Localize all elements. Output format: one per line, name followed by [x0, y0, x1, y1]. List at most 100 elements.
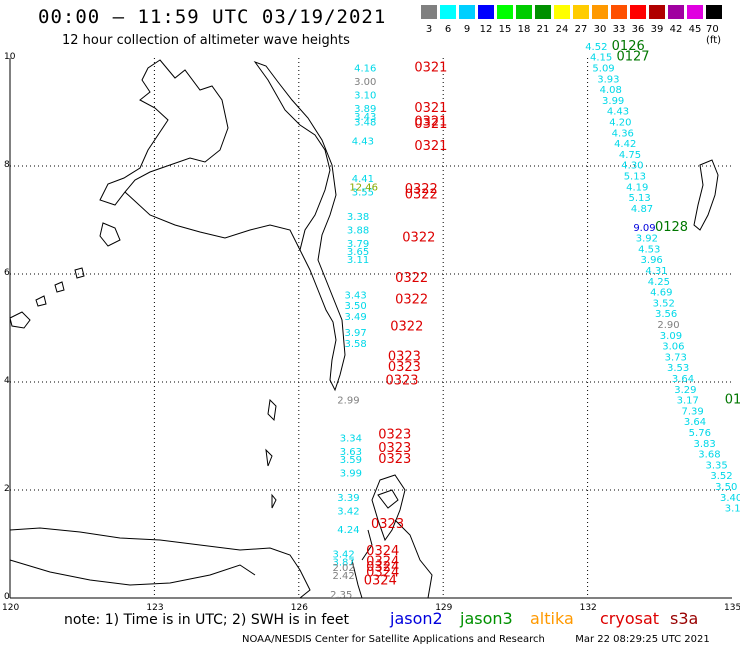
swh-value: 4.08	[600, 85, 622, 96]
track-time-label: 0321	[414, 139, 447, 154]
legend-item-s3a: s3a	[670, 609, 699, 628]
morotai-island	[377, 489, 399, 509]
swh-value: 3.52	[653, 298, 675, 309]
swh-value: 3.43	[354, 112, 376, 123]
scale-label: 33	[612, 24, 626, 35]
scale-swatch	[687, 5, 703, 19]
swh-value: 4.42	[614, 139, 636, 150]
y-tick-label: 10	[4, 52, 16, 62]
swh-value: 3.73	[665, 352, 687, 363]
track-time-label: 01	[725, 393, 740, 408]
data-points: 4.163.003.103.893.433.484.434.413.553.38…	[330, 39, 740, 601]
swh-value: 3.48	[354, 118, 376, 129]
swh-value: 2.42	[332, 571, 354, 582]
swh-value: 3.38	[347, 212, 369, 223]
swh-value: 3.35	[706, 460, 728, 471]
y-tick-label: 8	[4, 160, 10, 170]
swh-value: 3.83	[693, 439, 715, 450]
swh-value: 3.87	[332, 558, 354, 569]
swh-value: 3.88	[347, 226, 369, 237]
scale-swatch	[440, 5, 456, 19]
legend-item-jason2: jason2	[390, 609, 443, 628]
swh-value: 5.09	[592, 64, 614, 75]
swh-value: 3.11	[347, 255, 369, 266]
halmahera-coast	[351, 474, 433, 599]
sulawesi-north-coast	[9, 527, 311, 599]
swh-value: 3.79	[347, 239, 369, 250]
swh-value: 2.35	[330, 590, 352, 601]
swh-value: 3.99	[340, 469, 362, 480]
scale-label: 6	[444, 24, 452, 35]
page-subtitle: 12 hour collection of altimeter wave hei…	[62, 33, 350, 48]
swh-value: 4.19	[626, 182, 648, 193]
legend-item-cryosat: cryosat	[600, 609, 660, 628]
track-time-label: 0324	[366, 555, 399, 570]
x-tick-label: 135	[724, 603, 740, 613]
x-tick-label: 123	[146, 603, 164, 613]
swh-value: 3.17	[677, 396, 699, 407]
grid-lines	[10, 58, 732, 598]
scale-swatch	[706, 5, 722, 19]
swh-value: 3.29	[674, 385, 696, 396]
track-time-label: 0323	[378, 441, 411, 456]
swh-value: 3.64	[672, 374, 694, 385]
mindanao-east-coast	[253, 60, 346, 392]
swh-value: 3.96	[641, 255, 663, 266]
swh-value: 4.30	[621, 161, 643, 172]
track-time-label: 0128	[655, 220, 688, 235]
track-time-label: 0323	[378, 428, 411, 443]
swh-value: 4.20	[609, 118, 631, 129]
swh-value: 3.58	[345, 339, 367, 350]
sulu-island	[99, 222, 121, 247]
swh-value: 3.10	[354, 91, 376, 102]
scale-swatch	[497, 5, 513, 19]
credit-line: NOAA/NESDIS Center for Satellite Applica…	[242, 634, 710, 645]
swh-value: 3.40	[720, 493, 740, 504]
swh-value: 3.89	[354, 104, 376, 115]
scale-label: 9	[463, 24, 471, 35]
scale-swatch	[611, 5, 627, 19]
swh-value: 3.99	[602, 96, 624, 107]
scale-label: 15	[498, 24, 512, 35]
swh-value: 3.93	[597, 74, 619, 85]
swh-value: 3.50	[345, 301, 367, 312]
track-time-label: 0324	[364, 574, 397, 589]
mindanao-south-coast	[124, 191, 301, 251]
swh-value: 2.99	[337, 396, 359, 407]
legend-item-altika: altika	[530, 609, 574, 628]
swh-value: 7.39	[681, 406, 703, 417]
scale-label: 39	[650, 24, 664, 35]
y-tick-label: 0	[4, 592, 10, 602]
swh-value: 4.24	[337, 525, 359, 536]
timestamp-text: Mar 22 08:29:25 UTC 2021	[575, 634, 710, 645]
track-time-label: 0321	[414, 115, 447, 130]
swh-value: 5.13	[629, 193, 651, 204]
swh-value: 4.69	[650, 288, 672, 299]
sangihe-islands	[265, 398, 277, 509]
swh-value: 5.76	[689, 428, 711, 439]
swh-value: 3.39	[337, 493, 359, 504]
swh-value: 3.55	[352, 188, 374, 199]
swh-value: 3.53	[667, 363, 689, 374]
track-time-label: 0322	[395, 293, 428, 308]
track-time-label: 0324	[366, 565, 399, 580]
swh-value: 3.42	[337, 506, 359, 517]
coastlines	[9, 59, 719, 599]
scale-label: 70 (ft)	[706, 24, 722, 46]
swh-value: 12.46	[349, 182, 378, 193]
scale-swatch	[478, 5, 494, 19]
x-tick-label: 120	[2, 603, 20, 613]
swh-value: 3.63	[340, 447, 362, 458]
swh-value: 3.10	[725, 504, 740, 515]
scale-swatch	[630, 5, 646, 19]
swh-value: 9.09	[633, 223, 655, 234]
swh-value: 4.52	[585, 42, 607, 53]
x-tick-label: 129	[435, 603, 453, 613]
scale-label: 36	[631, 24, 645, 35]
track-time-label: 0323	[378, 452, 411, 467]
y-tick-label: 4	[4, 376, 10, 386]
swh-value: 3.42	[332, 550, 354, 561]
track-time-label: 0322	[405, 182, 438, 197]
